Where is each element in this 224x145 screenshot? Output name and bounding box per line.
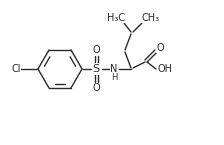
Text: CH₃: CH₃	[142, 13, 160, 23]
Text: H₃C: H₃C	[107, 13, 125, 23]
Text: O: O	[156, 43, 164, 53]
Text: O: O	[92, 83, 100, 93]
Text: H: H	[111, 74, 117, 83]
Text: Cl: Cl	[11, 64, 21, 74]
Text: O: O	[92, 45, 100, 55]
Text: OH: OH	[157, 64, 172, 74]
Text: S: S	[93, 64, 99, 74]
Text: N: N	[110, 64, 118, 74]
